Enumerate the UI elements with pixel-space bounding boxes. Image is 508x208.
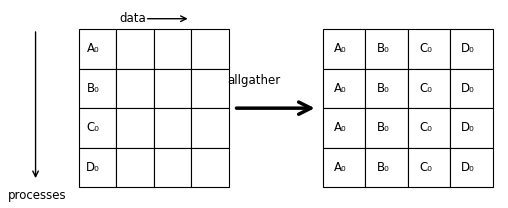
- Text: allgather: allgather: [228, 74, 280, 87]
- Text: C₀: C₀: [419, 161, 432, 174]
- Text: B₀: B₀: [376, 82, 389, 95]
- Bar: [407, 29, 450, 69]
- Text: D₀: D₀: [461, 121, 475, 134]
- Bar: [79, 108, 116, 148]
- Text: B₀: B₀: [376, 121, 389, 134]
- Bar: [323, 108, 365, 148]
- Bar: [450, 148, 493, 187]
- Bar: [79, 69, 116, 108]
- Bar: [365, 29, 407, 69]
- Bar: [365, 148, 407, 187]
- Bar: [116, 108, 153, 148]
- Text: A₀: A₀: [334, 82, 347, 95]
- Bar: [153, 29, 191, 69]
- Bar: [323, 69, 365, 108]
- Bar: [407, 148, 450, 187]
- Bar: [365, 69, 407, 108]
- Text: B₀: B₀: [376, 42, 389, 55]
- Bar: [79, 148, 116, 187]
- Text: A₀: A₀: [87, 42, 99, 55]
- Bar: [191, 29, 229, 69]
- Text: D₀: D₀: [461, 82, 475, 95]
- Text: C₀: C₀: [419, 82, 432, 95]
- Bar: [407, 69, 450, 108]
- Text: D₀: D₀: [86, 161, 100, 174]
- Text: processes: processes: [8, 189, 66, 202]
- Bar: [153, 69, 191, 108]
- Text: D₀: D₀: [461, 161, 475, 174]
- Bar: [450, 108, 493, 148]
- Bar: [450, 69, 493, 108]
- Bar: [365, 108, 407, 148]
- Bar: [116, 29, 153, 69]
- Text: B₀: B₀: [86, 82, 100, 95]
- Bar: [153, 108, 191, 148]
- Bar: [191, 108, 229, 148]
- Bar: [79, 29, 116, 69]
- Text: C₀: C₀: [419, 121, 432, 134]
- Text: A₀: A₀: [334, 42, 347, 55]
- Bar: [323, 148, 365, 187]
- Bar: [407, 108, 450, 148]
- Text: data: data: [119, 12, 146, 25]
- Text: D₀: D₀: [461, 42, 475, 55]
- Text: A₀: A₀: [334, 121, 347, 134]
- Text: C₀: C₀: [419, 42, 432, 55]
- Bar: [153, 148, 191, 187]
- Bar: [323, 29, 365, 69]
- Text: A₀: A₀: [334, 161, 347, 174]
- Text: C₀: C₀: [86, 121, 100, 134]
- Bar: [191, 69, 229, 108]
- Bar: [191, 148, 229, 187]
- Bar: [116, 148, 153, 187]
- Bar: [116, 69, 153, 108]
- Bar: [450, 29, 493, 69]
- Text: B₀: B₀: [376, 161, 389, 174]
